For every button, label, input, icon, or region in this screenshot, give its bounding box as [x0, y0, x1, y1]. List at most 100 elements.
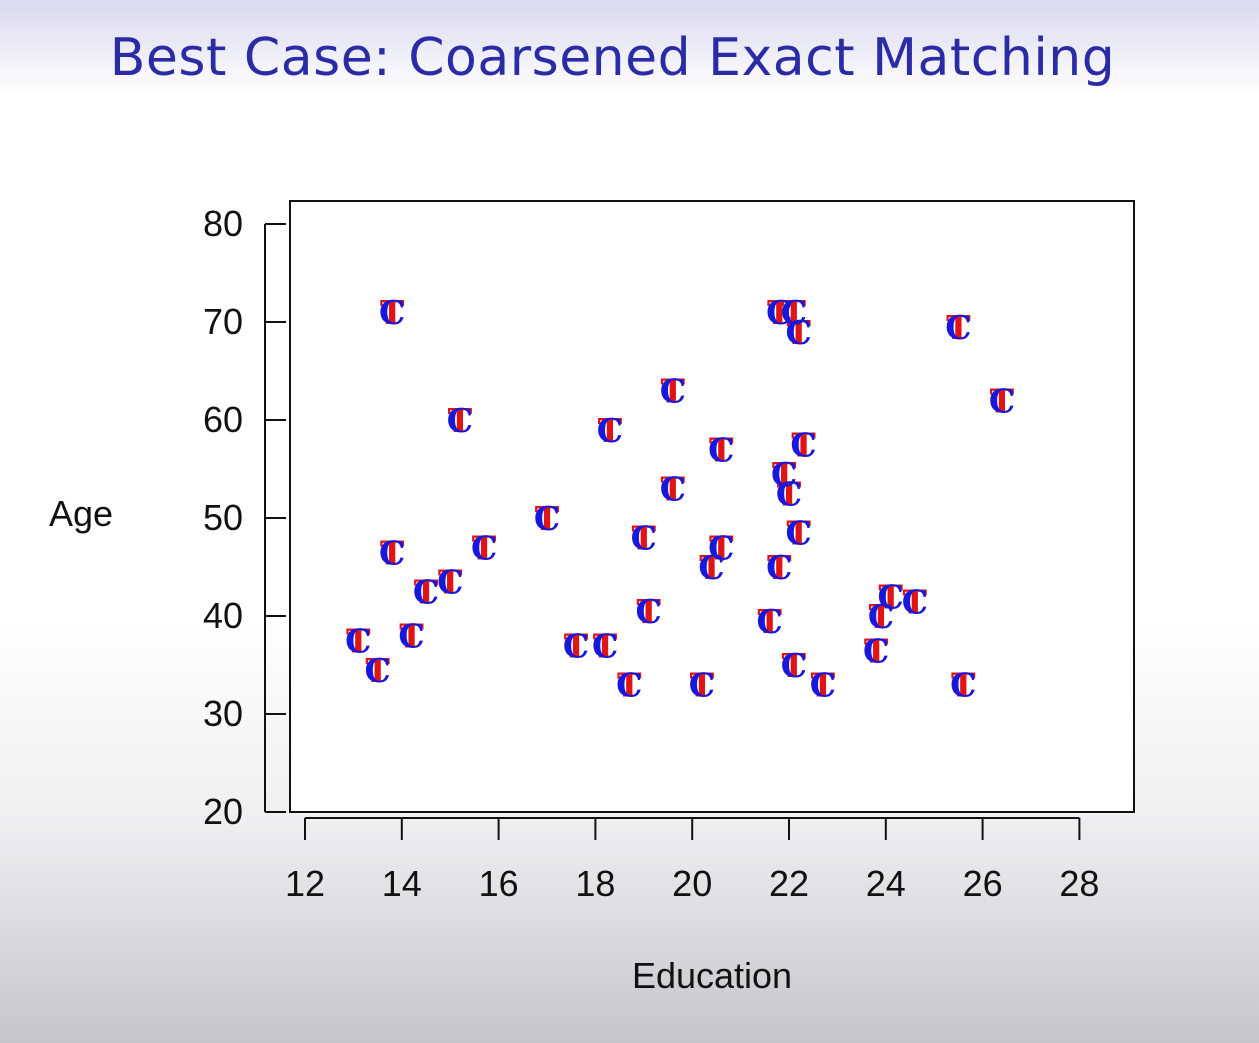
point-t: T [772, 455, 797, 494]
point-c: C [398, 617, 424, 656]
point-t: T [535, 499, 560, 538]
point-c: C [878, 577, 904, 616]
point-c: C [776, 475, 802, 514]
point-c: C [708, 528, 734, 567]
y-tick-label: 50 [203, 497, 243, 538]
y-axis: 20 30 40 50 60 70 80 [203, 203, 286, 832]
point-c: C [413, 573, 439, 612]
point-t: T [448, 401, 473, 440]
point-t: T [699, 548, 724, 587]
point-t: T [380, 293, 405, 332]
point-c: C [379, 293, 405, 332]
x-axis-title: Education [632, 955, 792, 996]
y-axis-title: Age [49, 493, 113, 534]
point-c: C [757, 602, 783, 641]
y-tick-label: 40 [203, 595, 243, 636]
point-t: T [869, 597, 894, 636]
point-t: T [564, 626, 589, 665]
point-c: C [781, 646, 807, 685]
x-tick-label: 20 [672, 863, 712, 904]
x-tick-label: 18 [575, 863, 615, 904]
point-c: C [786, 514, 812, 553]
point-t: T [767, 293, 792, 332]
point-c: C [902, 582, 928, 621]
point-t: T [414, 573, 439, 612]
y-tick-label: 30 [203, 693, 243, 734]
point-c: C [790, 426, 816, 465]
y-tick-label: 70 [203, 301, 243, 342]
point-c: C [708, 430, 734, 469]
point-c: C [345, 622, 371, 661]
point-t: T [632, 519, 657, 558]
point-c: C [364, 651, 390, 690]
point-t: T [438, 563, 463, 602]
point-c: C [379, 533, 405, 572]
point-t: T [365, 651, 390, 690]
point-t: T [864, 631, 889, 670]
x-tick-label: 24 [866, 863, 906, 904]
point-t: T [903, 582, 928, 621]
point-c: C [437, 563, 463, 602]
x-tick-label: 28 [1059, 863, 1099, 904]
point-t: T [811, 666, 836, 705]
point-c: C [534, 499, 560, 538]
x-tick-label: 14 [382, 863, 422, 904]
point-t: T [593, 626, 618, 665]
plot-frame [289, 200, 1135, 813]
point-c: C [563, 626, 589, 665]
point-c: C [989, 381, 1015, 420]
point-c: C [616, 666, 642, 705]
point-c: C [950, 666, 976, 705]
point-c: C [786, 313, 812, 352]
x-tick-label: 22 [769, 863, 809, 904]
point-c: C [781, 293, 807, 332]
point-t: T [380, 533, 405, 572]
point-c: C [597, 411, 623, 450]
point-t: T [472, 528, 497, 567]
point-c: C [771, 455, 797, 494]
slide-title: Best Case: Coarsened Exact Matching [109, 28, 1116, 88]
y-tick-label: 20 [203, 791, 243, 832]
point-c: C [636, 592, 662, 631]
point-t: T [951, 666, 976, 705]
point-t: T [777, 475, 802, 514]
point-t: T [709, 430, 734, 469]
point-t: T [690, 666, 715, 705]
y-tick-label: 60 [203, 399, 243, 440]
point-c: C [660, 470, 686, 509]
point-t: T [791, 426, 816, 465]
point-c: C [810, 666, 836, 705]
x-tick-label: 16 [479, 863, 519, 904]
point-t: T [661, 470, 686, 509]
point-t: T [946, 308, 971, 347]
point-t: T [617, 666, 642, 705]
point-t: T [598, 411, 623, 450]
y-tick-label: 80 [203, 203, 243, 244]
point-c: C [766, 548, 792, 587]
point-t: T [709, 528, 734, 567]
point-t: T [786, 313, 811, 352]
point-c: C [698, 548, 724, 587]
point-c: C [863, 631, 889, 670]
point-c: C [868, 597, 894, 636]
point-t: T [399, 617, 424, 656]
point-t: T [782, 646, 807, 685]
point-c: C [689, 666, 715, 705]
point-t: T [990, 381, 1015, 420]
point-t: T [767, 548, 792, 587]
point-t: T [878, 577, 903, 616]
point-c: C [766, 293, 792, 332]
point-c: C [471, 528, 497, 567]
point-c: C [447, 401, 473, 440]
point-t: T [346, 622, 371, 661]
point-c: C [631, 519, 657, 558]
point-t: T [782, 293, 807, 332]
point-t: T [786, 514, 811, 553]
x-tick-label: 26 [963, 863, 1003, 904]
point-t: T [636, 592, 661, 631]
point-c: C [592, 626, 618, 665]
